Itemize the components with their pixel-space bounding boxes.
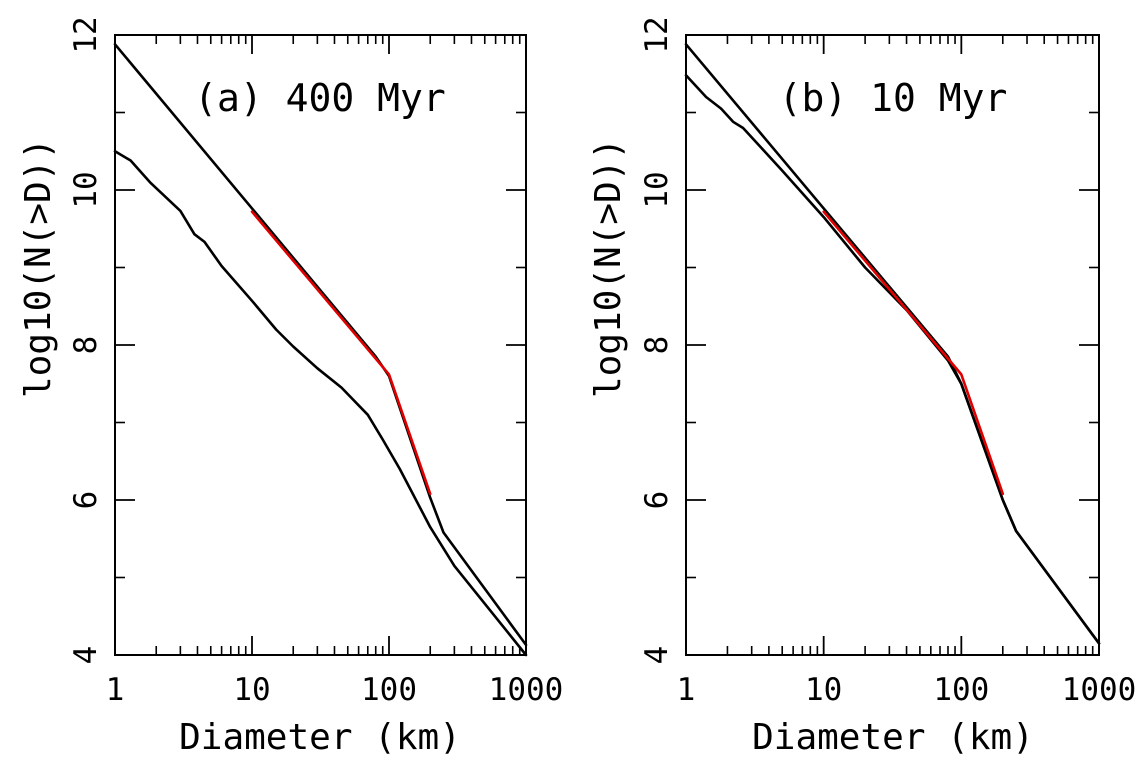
panel-b-y-tick-label: 8 [639,336,675,355]
panel-a-y-tick-label: 4 [68,646,104,665]
panel-b-y-axis-label: log10(N(>D)) [588,138,629,398]
panel-a-x-tick-label: 1 [106,672,125,708]
panel-a-y-axis-label: log10(N(>D)) [18,138,59,398]
panel-b-y-tick-label: 10 [639,171,675,208]
panel-a: (a) 400 Myr Diameter (km) log10(N(>D)) 1… [18,16,563,757]
panel-b-x-tick-label: 1 [677,672,696,708]
panel-b-frame [685,34,1100,656]
panel-b-x-tick-label: 100 [933,672,989,708]
panel-a-series-0 [113,42,528,647]
panel-b-y-tick-label: 6 [639,491,675,510]
panel-a-y-tick-label: 10 [68,171,104,208]
panel-a-y-tick-label: 6 [68,491,104,510]
panel-b-label: (b) 10 Myr [779,76,1008,120]
panel-a-x-tick-label: 100 [361,672,417,708]
panel-b-y-tick-label: 4 [639,646,675,665]
panel-b: (b) 10 Myr Diameter (km) log10(N(>D)) 1 1… [588,16,1136,757]
panel-b-series-2 [822,210,1005,496]
panel-a-x-tick-label: 1000 [489,672,564,708]
panel-b-x-tick-label: 10 [805,672,842,708]
panel-b-x-axis-label: Diameter (km) [752,717,1034,757]
panel-b-y-tick-label: 12 [639,16,675,53]
panel-b-series-1 [684,74,1101,645]
panel-a-y-tick-label: 12 [68,16,104,53]
panel-b-x-tick-label: 1000 [1062,672,1137,708]
panel-a-y-tick-label: 8 [68,336,104,355]
panel-a-x-axis-label: Diameter (km) [179,717,461,757]
panel-a-label: (a) 400 Myr [194,76,446,120]
panel-a-series-2 [250,210,432,496]
panel-a-series-1 [113,150,528,657]
panel-a-x-tick-label: 10 [233,672,270,708]
